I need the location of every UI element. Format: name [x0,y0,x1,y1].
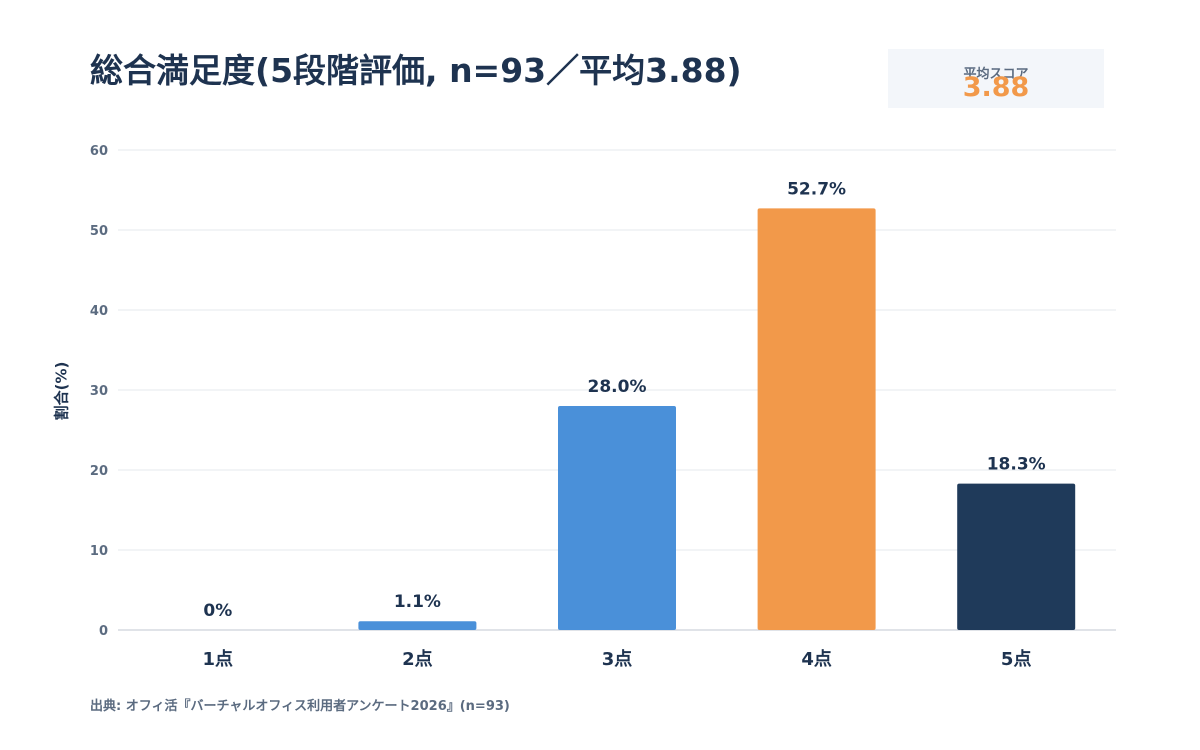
source-note: 出典: オフィ活『バーチャルオフィス利用者アンケート2026』(n=93) [90,699,510,714]
y-tick-label: 50 [90,224,108,239]
x-tick-label: 3点 [602,648,633,670]
y-tick-label: 40 [90,304,108,319]
x-tick-label: 1点 [203,648,234,670]
y-tick-label: 0 [99,624,108,639]
y-tick-label: 30 [90,384,108,399]
data-label: 0% [203,601,232,621]
y-tick-label: 10 [90,544,108,559]
data-label: 18.3% [987,455,1046,475]
x-tick-label: 2点 [402,648,433,670]
average-score-label: 平均スコア [963,67,1029,82]
y-tick-label: 20 [90,464,108,479]
x-tick-label: 4点 [801,648,832,670]
bar [757,208,876,630]
data-label: 52.7% [787,179,846,199]
chart-title: 総合満足度(5段階評価, n=93／平均3.88) [90,51,742,90]
average-score-value: 3.88 [962,72,1030,103]
x-tick-label: 5点 [1001,648,1032,670]
average-score-card: 平均スコア 3.88 [888,49,1104,108]
bar [558,406,676,630]
y-tick-label: 60 [90,144,108,159]
data-label: 28.0% [588,377,647,397]
data-label: 1.1% [394,592,441,612]
bar [957,483,1076,630]
bar [358,621,477,630]
